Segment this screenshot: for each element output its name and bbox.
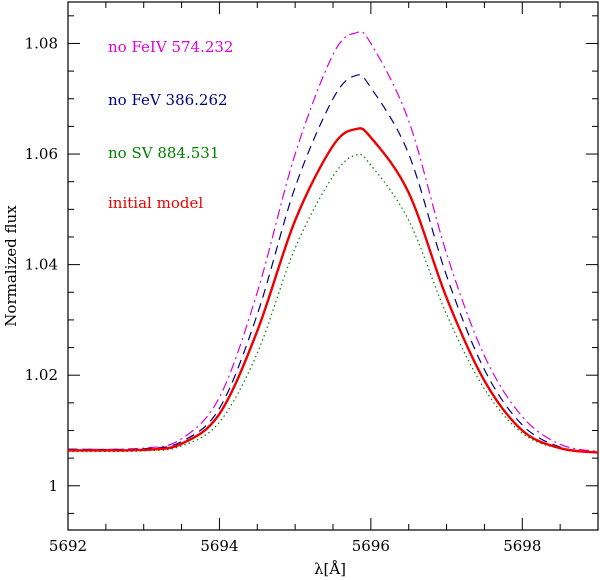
- x-tick-label: 5696: [352, 537, 390, 555]
- legend: no FeIV 574.232 no FeV 386.262 no SV 884.5…: [108, 38, 233, 212]
- x-axis-title: λ[Å]: [314, 560, 346, 578]
- x-tick-label: 5692: [49, 537, 87, 555]
- legend-label: no FeIV 574.232: [108, 38, 233, 56]
- y-tick-label: 1.06: [25, 145, 58, 163]
- series-line-no-fev-386-262: [67, 74, 599, 454]
- x-tick-label: 5698: [503, 537, 541, 555]
- y-tick-label: 1.08: [25, 34, 58, 52]
- legend-label: initial model: [108, 194, 203, 212]
- y-tick-label: 1.04: [25, 256, 58, 274]
- series-group: [67, 31, 599, 454]
- x-tick-label: 5694: [200, 537, 238, 555]
- series-line-initial-model: [67, 127, 599, 454]
- series-line-no-feiv-574-232: [67, 31, 599, 453]
- legend-label: no SV 884.531: [108, 144, 219, 162]
- y-tick-label: 1.02: [25, 366, 58, 384]
- y-axis-title: Normalized flux: [2, 205, 20, 327]
- ticks: 5692 5694 5696 5698 1 1.02 1.04 1.06 1.08: [25, 2, 599, 555]
- y-tick-label: 1: [48, 477, 58, 495]
- legend-label: no FeV 386.262: [108, 91, 228, 109]
